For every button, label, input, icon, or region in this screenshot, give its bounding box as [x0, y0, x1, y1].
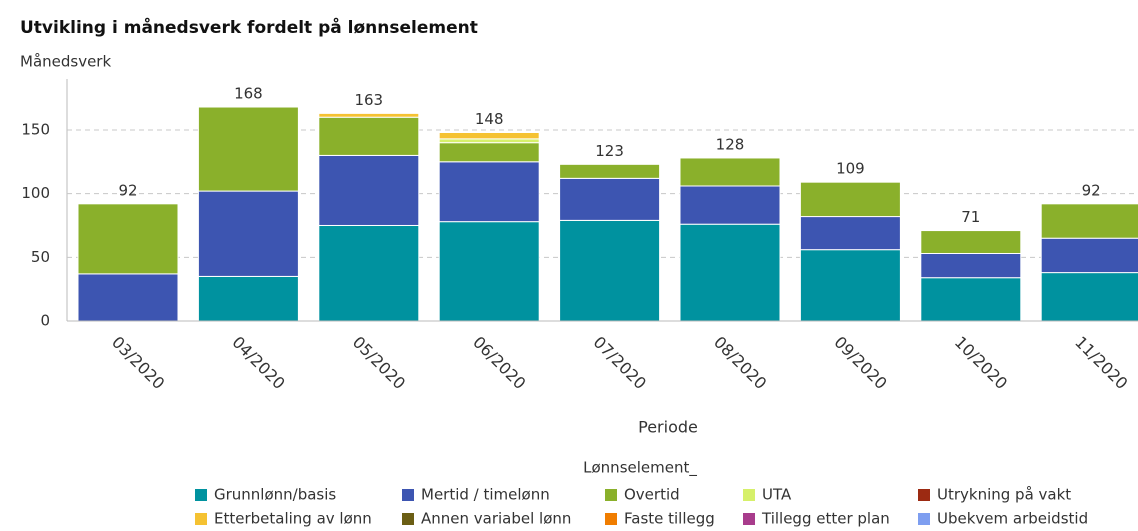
x-tick-label: 05/2020: [349, 333, 409, 393]
legend-swatch: [918, 513, 930, 525]
legend-label: Annen variabel lønn: [421, 510, 571, 528]
y-axis-label: Månedsverk: [20, 53, 111, 71]
bar-segment: [77, 273, 179, 322]
x-axis-label: Periode: [638, 418, 698, 437]
bar-segment: [318, 224, 420, 322]
bar-segment: [438, 221, 540, 322]
x-tick-label: 09/2020: [830, 333, 890, 393]
legend-label: Tillegg etter plan: [761, 510, 890, 528]
bar-segment: [197, 190, 299, 277]
x-tick-label: 11/2020: [1071, 333, 1131, 393]
bar-segment: [197, 275, 299, 322]
total-label: 128: [716, 135, 745, 153]
bar-segment: [197, 106, 299, 192]
total-label: 92: [1082, 181, 1101, 199]
x-tick-label: 10/2020: [951, 333, 1011, 393]
bar-segment: [679, 157, 781, 187]
x-tick-label: 08/2020: [710, 333, 770, 393]
bar-segment: [438, 131, 540, 140]
legend-swatch: [195, 513, 207, 525]
bar-segment: [559, 177, 661, 221]
x-tick-label: 03/2020: [108, 333, 168, 393]
bar-segment: [1040, 237, 1138, 274]
bar-segment: [438, 138, 540, 144]
legend-label: UTA: [762, 486, 792, 504]
y-tick-label: 0: [40, 312, 50, 330]
bar-segment: [559, 219, 661, 322]
chart-title: Utvikling i månedsverk fordelt på lønnse…: [20, 16, 478, 38]
legend-swatch: [402, 489, 414, 501]
legend-label: Utrykning på vakt: [937, 486, 1071, 504]
legend-label: Etterbetaling av lønn: [214, 510, 372, 528]
legend-label: Mertid / timelønn: [421, 486, 550, 504]
legend-swatch: [918, 489, 930, 501]
total-label: 92: [118, 181, 137, 199]
x-tick-label: 06/2020: [469, 333, 529, 393]
legend-title: Lønnselement_: [583, 459, 697, 478]
x-tick-label: 07/2020: [590, 333, 650, 393]
total-label: 123: [595, 142, 624, 160]
legend-label: Ubekvem arbeidstid: [937, 510, 1088, 528]
bar-segment: [1040, 272, 1138, 322]
bar-segment: [920, 230, 1022, 254]
total-label: 163: [354, 91, 383, 109]
bar-segment: [559, 163, 661, 179]
bar-segment: [799, 181, 901, 218]
bar-segment: [318, 116, 420, 156]
legend-label: Faste tillegg: [624, 510, 715, 528]
bar-segment: [438, 142, 540, 163]
bar-segment: [920, 252, 1022, 279]
legend-swatch: [743, 489, 755, 501]
legend-swatch: [605, 513, 617, 525]
bar-segment: [799, 216, 901, 251]
bar-segment: [799, 249, 901, 322]
total-label: 109: [836, 160, 865, 178]
bar-segment: [438, 161, 540, 223]
legend-label: Overtid: [624, 486, 680, 504]
bar-segment: [318, 154, 420, 226]
bar-segment: [1040, 203, 1138, 239]
legend-label: Grunnlønn/basis: [214, 486, 336, 504]
bar-segment: [679, 223, 781, 322]
legend-swatch: [402, 513, 414, 525]
legend-swatch: [605, 489, 617, 501]
total-label: 148: [475, 110, 504, 128]
y-tick-label: 100: [21, 184, 50, 202]
legend-swatch: [743, 513, 755, 525]
y-tick-label: 50: [31, 248, 50, 266]
bar-segment: [679, 185, 781, 225]
y-tick-label: 150: [21, 120, 50, 138]
x-tick-label: 04/2020: [228, 333, 288, 393]
bar-segment: [920, 277, 1022, 322]
bar-segment: [318, 112, 420, 118]
total-label: 71: [961, 208, 980, 226]
legend-swatch: [195, 489, 207, 501]
bar-segment: [77, 203, 179, 275]
total-label: 168: [234, 85, 263, 103]
